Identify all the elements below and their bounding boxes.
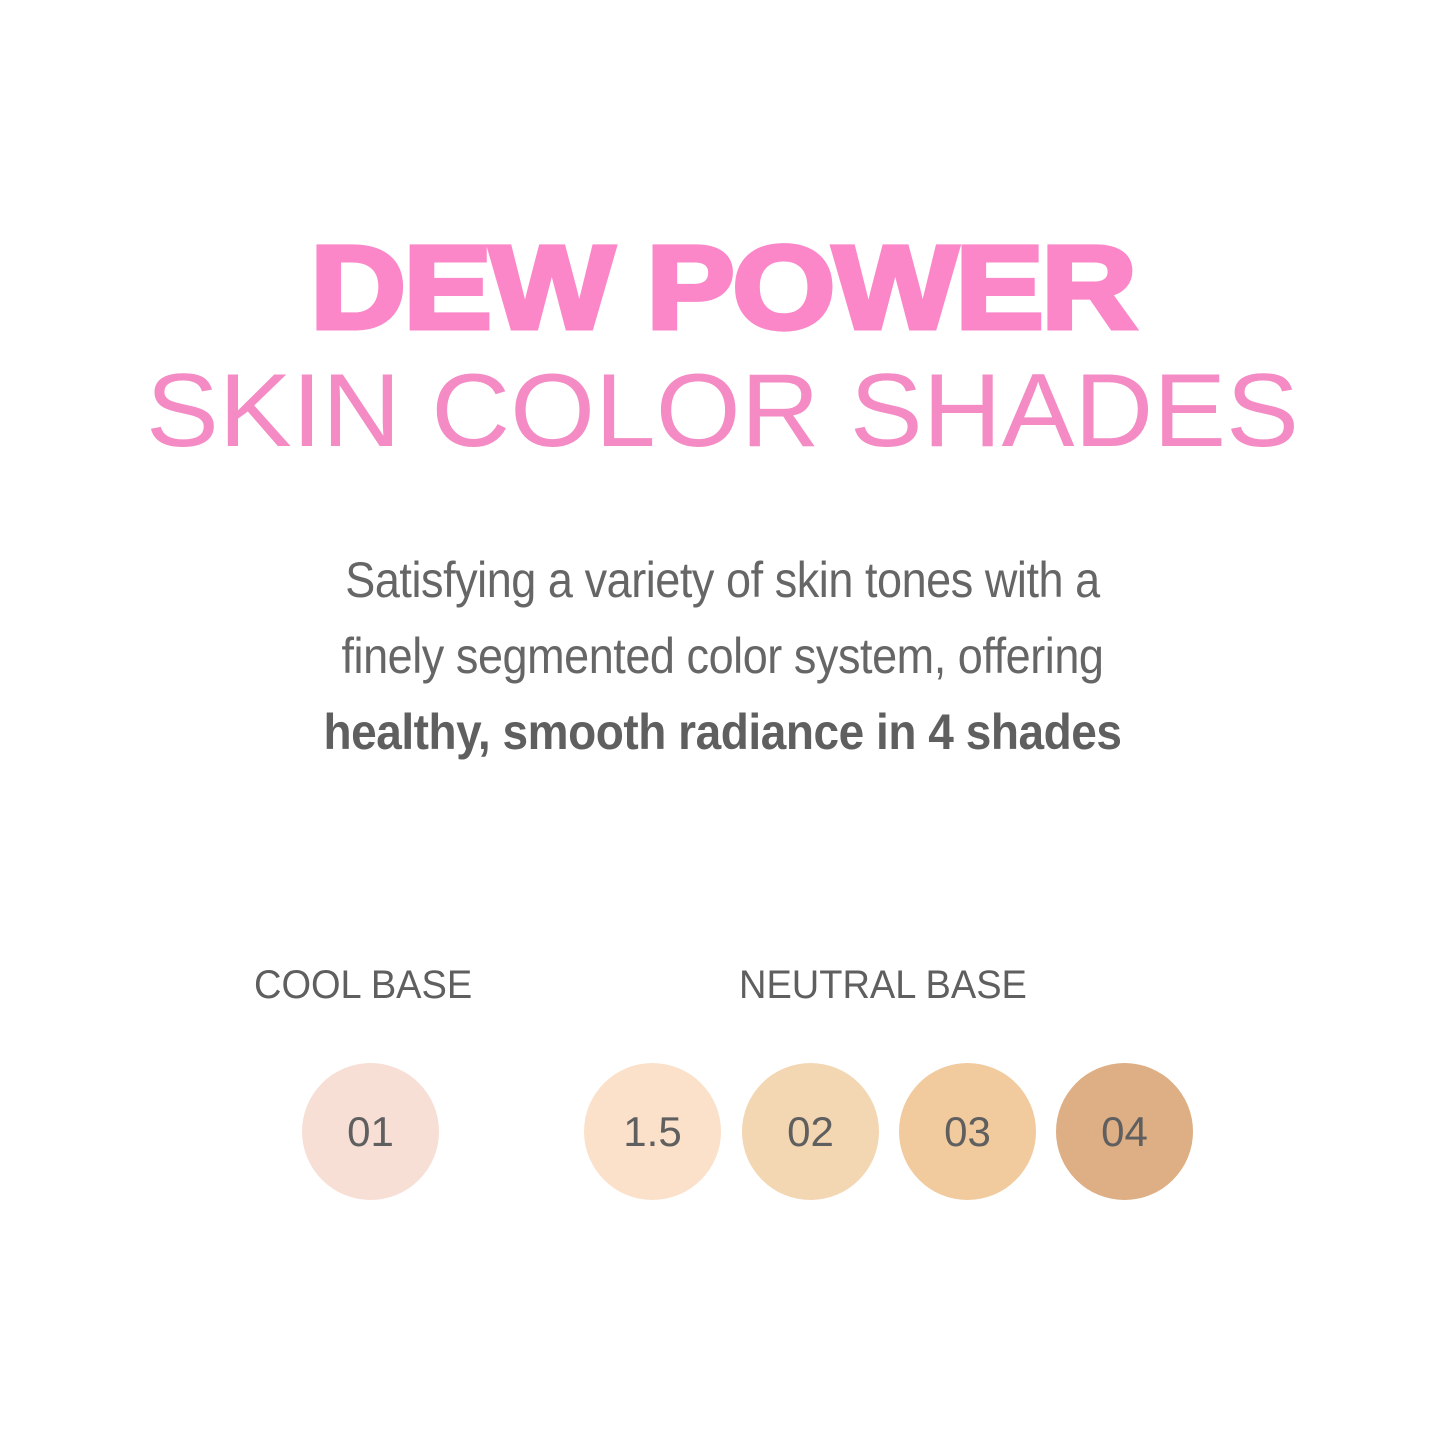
- shade-swatch-1-5: 1.5: [584, 1063, 721, 1200]
- shade-swatch-03: 03: [899, 1063, 1036, 1200]
- description-line: finely segmented color system, offering: [341, 628, 1104, 684]
- neutral-base-label: NEUTRAL BASE: [739, 963, 1027, 1007]
- description: Satisfying a variety of skin tones with …: [0, 542, 1445, 770]
- description-line-bold: healthy, smooth radiance in 4 shades: [323, 704, 1122, 760]
- shade-swatch-04: 04: [1056, 1063, 1193, 1200]
- cool-base-label: COOL BASE: [254, 963, 473, 1007]
- subtitle: SKIN COLOR SHADES: [146, 353, 1299, 469]
- title: DEW POWER: [308, 222, 1140, 354]
- shade-swatch-01: 01: [302, 1063, 439, 1200]
- description-line: Satisfying a variety of skin tones with …: [345, 552, 1100, 608]
- shade-swatch-02: 02: [742, 1063, 879, 1200]
